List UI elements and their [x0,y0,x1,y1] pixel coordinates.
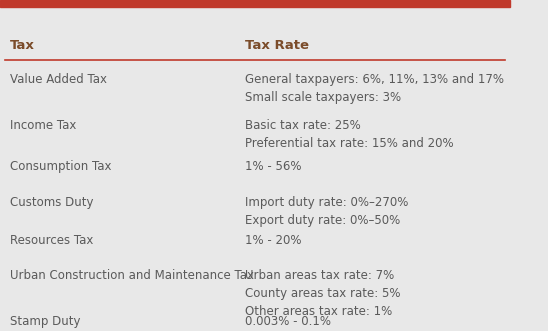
Text: Tax Rate: Tax Rate [245,39,309,52]
Text: Resources Tax: Resources Tax [10,234,94,247]
Text: Customs Duty: Customs Duty [10,196,94,209]
Text: Value Added Tax: Value Added Tax [10,73,107,86]
Text: Import duty rate: 0%–270%
Export duty rate: 0%–50%: Import duty rate: 0%–270% Export duty ra… [245,196,408,227]
Text: 1% - 20%: 1% - 20% [245,234,301,247]
Text: Urban areas tax rate: 7%
County areas tax rate: 5%
Other areas tax rate: 1%: Urban areas tax rate: 7% County areas ta… [245,269,400,318]
Text: Urban Construction and Maintenance Tax: Urban Construction and Maintenance Tax [10,269,254,282]
Bar [0,0,510,7]
Text: Tax: Tax [10,39,35,52]
Text: General taxpayers: 6%, 11%, 13% and 17%
Small scale taxpayers: 3%: General taxpayers: 6%, 11%, 13% and 17% … [245,73,504,105]
Text: Income Tax: Income Tax [10,119,77,132]
Text: 1% - 56%: 1% - 56% [245,160,301,173]
Text: 0.003% - 0.1%: 0.003% - 0.1% [245,315,331,328]
Text: Stamp Duty: Stamp Duty [10,315,81,328]
Text: Consumption Tax: Consumption Tax [10,160,112,173]
Text: Basic tax rate: 25%
Preferential tax rate: 15% and 20%: Basic tax rate: 25% Preferential tax rat… [245,119,453,150]
